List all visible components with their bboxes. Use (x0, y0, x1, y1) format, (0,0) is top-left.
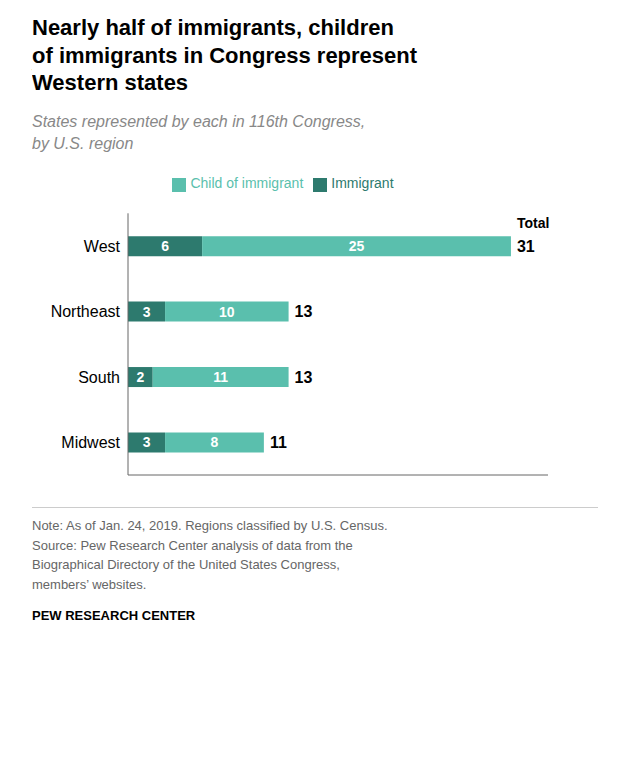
html-text:States represented by each in: States represented by each in 116th Cong… (32, 112, 366, 152)
svg-text:Northeast: Northeast (51, 303, 121, 320)
svg-text:3: 3 (143, 304, 151, 320)
svg-text:11: 11 (213, 369, 228, 385)
svg-text:2: 2 (136, 369, 144, 385)
svg-text:13: 13 (295, 303, 313, 320)
svg-text:6: 6 (161, 238, 169, 254)
svg-text:3: 3 (143, 435, 151, 451)
svg-text:25: 25 (349, 238, 365, 254)
svg-text:Total: Total (517, 215, 549, 231)
html-text:Child of immigrant: Child of immigrant (190, 175, 304, 192)
html-text:Immigrant: Immigrant (331, 175, 394, 192)
svg-text:10: 10 (219, 304, 235, 320)
svg-text:31: 31 (517, 238, 535, 255)
svg-text:South: South (78, 369, 120, 386)
svg-text:13: 13 (295, 369, 313, 386)
svg-text:Midwest: Midwest (61, 434, 120, 451)
html-text:Note: As of Jan. 24, 2019. Reg: Note: As of Jan. 24, 2019. Regions class… (32, 518, 388, 592)
svg-text:8: 8 (211, 435, 219, 451)
svg-text:11: 11 (270, 434, 287, 451)
html-text:PEW RESEARCH CENTER: PEW RESEARCH CENTER (32, 608, 196, 624)
html-text:Nearly half of immigrants, chi: Nearly half of immigrants, children of i… (32, 15, 418, 95)
svg-text:West: West (84, 238, 121, 255)
